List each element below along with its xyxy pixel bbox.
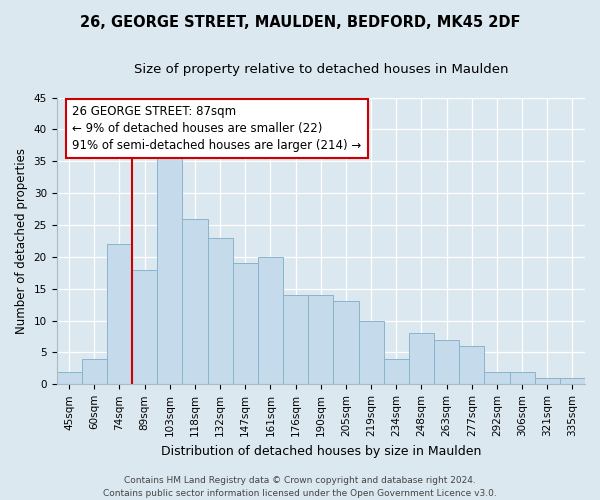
Bar xyxy=(535,378,560,384)
Bar xyxy=(434,340,459,384)
Bar xyxy=(383,359,409,384)
Bar xyxy=(56,372,82,384)
Bar xyxy=(409,334,434,384)
Bar xyxy=(560,378,585,384)
Bar xyxy=(157,148,182,384)
Bar xyxy=(509,372,535,384)
Bar xyxy=(182,218,208,384)
X-axis label: Distribution of detached houses by size in Maulden: Distribution of detached houses by size … xyxy=(161,444,481,458)
Bar xyxy=(208,238,233,384)
Title: Size of property relative to detached houses in Maulden: Size of property relative to detached ho… xyxy=(134,62,508,76)
Bar xyxy=(334,302,359,384)
Text: Contains HM Land Registry data © Crown copyright and database right 2024.
Contai: Contains HM Land Registry data © Crown c… xyxy=(103,476,497,498)
Bar xyxy=(283,295,308,384)
Bar xyxy=(233,263,258,384)
Bar xyxy=(132,270,157,384)
Y-axis label: Number of detached properties: Number of detached properties xyxy=(15,148,28,334)
Bar xyxy=(107,244,132,384)
Text: 26, GEORGE STREET, MAULDEN, BEDFORD, MK45 2DF: 26, GEORGE STREET, MAULDEN, BEDFORD, MK4… xyxy=(80,15,520,30)
Bar xyxy=(484,372,509,384)
Text: 26 GEORGE STREET: 87sqm
← 9% of detached houses are smaller (22)
91% of semi-det: 26 GEORGE STREET: 87sqm ← 9% of detached… xyxy=(73,104,362,152)
Bar xyxy=(258,257,283,384)
Bar xyxy=(459,346,484,385)
Bar xyxy=(308,295,334,384)
Bar xyxy=(359,320,383,384)
Bar xyxy=(82,359,107,384)
